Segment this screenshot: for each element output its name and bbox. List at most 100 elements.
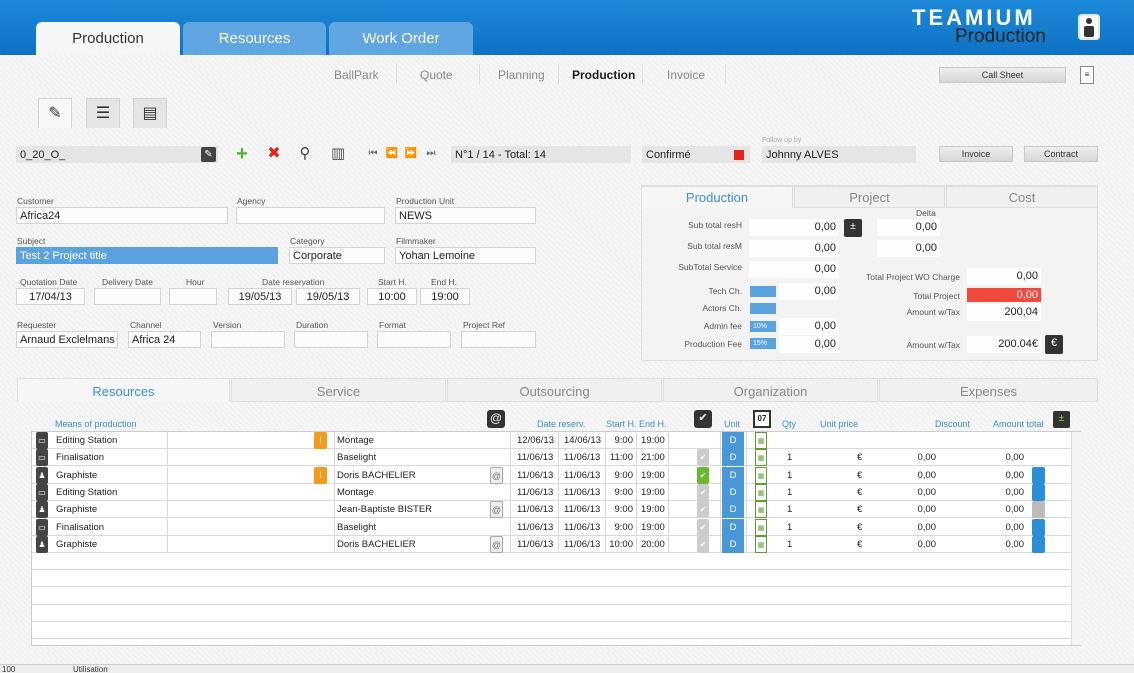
subnav-production[interactable]: Production (572, 68, 636, 82)
bottom-tab-resources[interactable]: Resources (17, 378, 230, 402)
people-icon[interactable] (1032, 483, 1045, 501)
calendar-icon[interactable]: ▦ (755, 535, 767, 553)
col-amount-total[interactable]: Amount total (993, 419, 1044, 429)
unit-button[interactable]: D (722, 535, 744, 553)
archive-icon[interactable]: ▥ (331, 145, 346, 162)
prev-record-icon[interactable]: ⏪ (385, 148, 399, 159)
add-icon[interactable]: + (236, 143, 248, 165)
user-icon[interactable] (1078, 14, 1100, 40)
panel-tab-project[interactable]: Project (794, 186, 945, 208)
col-means[interactable]: Means of production (55, 419, 137, 429)
calculator-icon[interactable]: ± (844, 219, 862, 237)
people-icon[interactable] (1032, 466, 1045, 484)
unit-button[interactable]: D (722, 501, 744, 519)
admin-fee-pct[interactable]: 10% (750, 321, 776, 332)
table-row[interactable]: ▭ Editing Station Montage 11/06/13 11/06/13 9… (32, 483, 1071, 501)
invoice-button[interactable]: Invoice (939, 146, 1013, 162)
table-row[interactable]: ♟ Graphiste Jean-Baptiste BISTER @11/06/13 1… (32, 501, 1071, 519)
confirm-icon[interactable]: ✔ (697, 501, 709, 519)
last-record-icon[interactable]: ⏭ (426, 148, 436, 159)
check-all-icon[interactable]: ✔ (694, 410, 712, 428)
project-ref-field[interactable] (461, 331, 536, 348)
calendar-icon[interactable]: 07 (753, 410, 771, 428)
version-field[interactable] (211, 331, 285, 348)
subject-field[interactable]: Test 2 Project title (16, 247, 278, 264)
edit-view-icon[interactable]: ✎ (38, 98, 72, 128)
requester-field[interactable]: Arnaud Exclelmans (16, 331, 118, 348)
agency-field[interactable] (236, 207, 385, 224)
col-unit[interactable]: Unit (724, 419, 741, 429)
date-res-end-field[interactable]: 19/05/13 (296, 288, 360, 305)
bottom-tab-service[interactable]: Service (231, 378, 446, 402)
bottom-tab-organization[interactable]: Organization (663, 378, 878, 402)
calculator-icon[interactable]: ± (1053, 411, 1070, 428)
email-icon[interactable]: @ (490, 466, 503, 484)
zoom-level[interactable]: 100 (2, 665, 16, 673)
delete-icon[interactable]: ✖ (267, 145, 281, 162)
format-field[interactable] (377, 331, 451, 348)
currency-icon[interactable]: € (1045, 335, 1063, 354)
col-discount[interactable]: Discount (935, 419, 971, 429)
calendar-icon[interactable]: ▦ (755, 518, 767, 536)
col-start-h[interactable]: Start H. (606, 419, 637, 429)
bottom-tab-expenses[interactable]: Expenses (879, 378, 1098, 402)
end-h-field[interactable]: 19:00 (420, 288, 470, 305)
col-unit-price[interactable]: Unit price (820, 419, 859, 429)
calendar-icon[interactable]: ▦ (755, 449, 767, 467)
table-row[interactable]: ▭ Finalisation Baselight 11/06/13 11/06/13 9:… (32, 518, 1071, 536)
customer-field[interactable]: Africa24 (16, 207, 228, 224)
confirm-icon[interactable]: ✔ (697, 466, 709, 484)
record-code-field[interactable]: 0_20_O_ (16, 146, 218, 163)
email-icon[interactable]: @ (490, 535, 503, 553)
confirm-icon[interactable]: ✔ (697, 535, 709, 553)
search-icon[interactable]: ⚲ (299, 145, 311, 162)
calendar-icon[interactable]: ▦ (755, 501, 767, 519)
status-select[interactable]: Confirmé (642, 146, 750, 163)
col-qty[interactable]: Qty (782, 419, 797, 429)
production-unit-field[interactable]: NEWS (395, 207, 536, 224)
start-h-field[interactable]: 10:00 (367, 288, 417, 305)
film-view-icon[interactable]: ▤ (133, 98, 167, 128)
quotation-date-field[interactable]: 17/04/13 (16, 288, 85, 305)
follow-up-field[interactable]: Johnny ALVES (762, 146, 916, 163)
table-row[interactable]: ▭ Editing Station! Montage 12/06/13 14/06/13… (32, 432, 1071, 449)
document-icon[interactable]: ≡ (1080, 66, 1094, 84)
unit-button[interactable]: D (722, 518, 744, 536)
unit-button[interactable]: D (722, 483, 744, 501)
people-icon[interactable] (1032, 518, 1045, 536)
tab-production[interactable]: Production (36, 22, 180, 55)
first-record-icon[interactable]: ⏮ (368, 148, 378, 159)
unit-button[interactable]: D (722, 449, 744, 467)
duration-field[interactable] (294, 331, 368, 348)
production-fee-pct[interactable]: 15% (750, 338, 776, 349)
delivery-date-field[interactable] (94, 288, 161, 305)
contract-button[interactable]: Contract (1024, 146, 1098, 162)
panel-tab-cost[interactable]: Cost (946, 186, 1098, 208)
col-date-reserv[interactable]: Date reserv. (537, 419, 586, 429)
panel-tab-production[interactable]: Production (641, 186, 793, 208)
tab-work-order[interactable]: Work Order (329, 22, 473, 55)
subnav-planning[interactable]: Planning (498, 68, 545, 82)
table-row[interactable]: ♟ Graphiste Doris BACHELIER @11/06/13 11/06/… (32, 535, 1071, 553)
calendar-icon[interactable]: ▦ (755, 432, 767, 449)
category-field[interactable]: Corporate (289, 247, 385, 264)
unit-button[interactable]: D (722, 432, 744, 449)
filmmaker-field[interactable]: Yohan Lemoine (395, 247, 536, 264)
hour-field[interactable] (169, 288, 217, 305)
call-sheet-button[interactable]: Call Sheet (939, 67, 1066, 83)
confirm-icon[interactable]: ✔ (697, 449, 709, 467)
calendar-icon[interactable]: ▦ (755, 483, 767, 501)
list-view-icon[interactable]: ☰ (86, 98, 120, 128)
calendar-icon[interactable]: ▦ (755, 466, 767, 484)
email-icon[interactable]: @ (487, 410, 505, 428)
subnav-invoice[interactable]: Invoice (667, 68, 706, 82)
date-res-start-field[interactable]: 19/05/13 (228, 288, 292, 305)
table-scrollbar[interactable] (1071, 432, 1081, 645)
email-icon[interactable]: @ (490, 501, 503, 519)
subnav-ballpark[interactable]: BallPark (334, 68, 379, 82)
next-record-icon[interactable]: ⏩ (404, 148, 418, 159)
subnav-quote[interactable]: Quote (420, 68, 453, 82)
bottom-tab-outsourcing[interactable]: Outsourcing (447, 378, 662, 402)
confirm-icon[interactable]: ✔ (697, 518, 709, 536)
confirm-icon[interactable]: ✔ (697, 483, 709, 501)
